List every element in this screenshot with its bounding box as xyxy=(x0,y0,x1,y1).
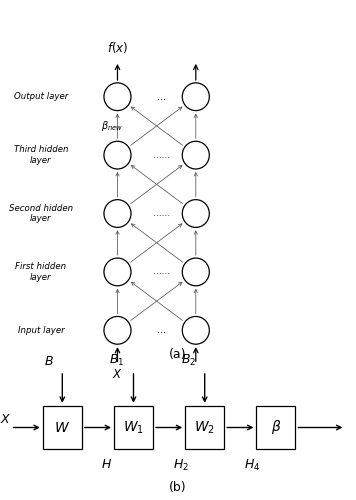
Text: ......: ...... xyxy=(153,150,171,160)
Text: $W_1$: $W_1$ xyxy=(123,420,144,436)
Circle shape xyxy=(182,316,209,344)
Text: (a): (a) xyxy=(169,348,187,362)
Text: $B_1$: $B_1$ xyxy=(109,353,125,368)
Text: Third hidden
layer: Third hidden layer xyxy=(14,146,68,165)
Circle shape xyxy=(104,142,131,169)
Text: ......: ...... xyxy=(153,209,171,218)
FancyBboxPatch shape xyxy=(256,406,295,449)
Text: (b): (b) xyxy=(169,481,187,494)
Circle shape xyxy=(104,200,131,228)
Circle shape xyxy=(104,316,131,344)
Circle shape xyxy=(182,200,209,228)
Text: $f(x)$: $f(x)$ xyxy=(107,40,128,56)
Text: $\beta_{new}$: $\beta_{new}$ xyxy=(101,119,124,133)
Text: $W$: $W$ xyxy=(54,420,70,434)
Text: ...: ... xyxy=(157,92,167,102)
Circle shape xyxy=(182,142,209,169)
Text: ...: ... xyxy=(157,326,167,336)
FancyBboxPatch shape xyxy=(185,406,224,449)
Text: $X$: $X$ xyxy=(0,413,11,426)
Text: $\beta$: $\beta$ xyxy=(271,418,281,436)
Circle shape xyxy=(182,258,209,286)
Text: $H$: $H$ xyxy=(101,458,112,471)
Text: $W_2$: $W_2$ xyxy=(194,420,215,436)
Text: $B$: $B$ xyxy=(43,355,53,368)
Text: Output layer: Output layer xyxy=(14,92,68,101)
Text: Input layer: Input layer xyxy=(18,326,64,335)
FancyBboxPatch shape xyxy=(43,406,82,449)
Circle shape xyxy=(104,258,131,286)
Circle shape xyxy=(104,83,131,110)
Text: First hidden
layer: First hidden layer xyxy=(15,262,67,281)
Text: $B_2$: $B_2$ xyxy=(180,353,196,368)
Text: ......: ...... xyxy=(153,268,171,276)
Text: $H_4$: $H_4$ xyxy=(244,458,260,473)
Text: Second hidden
layer: Second hidden layer xyxy=(9,204,73,223)
Text: $X$: $X$ xyxy=(112,368,123,381)
Text: $H_2$: $H_2$ xyxy=(173,458,189,473)
FancyBboxPatch shape xyxy=(114,406,153,449)
Circle shape xyxy=(182,83,209,110)
